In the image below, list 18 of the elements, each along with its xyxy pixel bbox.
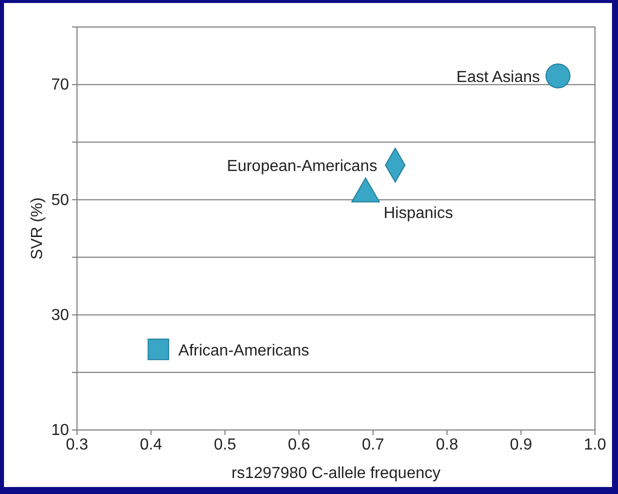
x-axis-title: rs1297980 C-allele frequency	[231, 465, 441, 482]
x-tick-label: 1.0	[584, 436, 606, 454]
annotation: Hispanics	[384, 204, 453, 222]
x-tick-label: 0.5	[214, 436, 236, 454]
annotation: East Asians	[456, 68, 540, 86]
annotation: European-Americans	[226, 158, 378, 176]
y-tick-label: 30	[51, 306, 70, 324]
annotation: African-Americans	[178, 342, 310, 360]
y-tick-label: 70	[51, 76, 70, 94]
y-axis-title: SVR (%)	[29, 197, 46, 260]
x-tick-label: 0.7	[362, 436, 384, 454]
x-tick-label: 0.4	[140, 436, 162, 454]
point	[148, 338, 170, 360]
x-tick-label: 0.6	[288, 436, 310, 454]
x-tick-label: 0.8	[436, 436, 458, 454]
y-tick-label: 50	[51, 192, 70, 209]
point	[546, 63, 570, 88]
x-tick-label: 0.9	[510, 436, 532, 454]
